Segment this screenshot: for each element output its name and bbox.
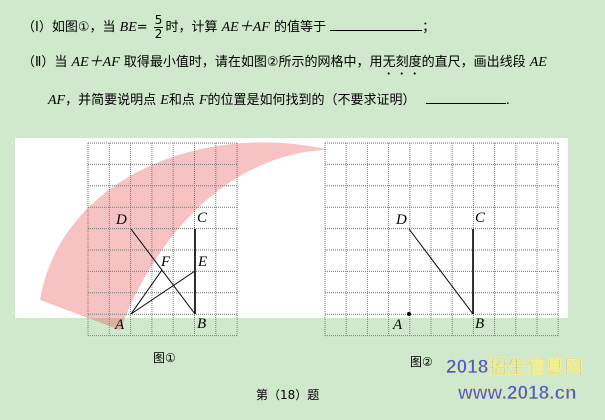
part1-end: ； xyxy=(422,20,436,35)
label-b2: B xyxy=(475,316,484,332)
part2-expr: AE＋AF xyxy=(71,55,120,70)
segment-ae xyxy=(130,270,196,315)
part2-text2: 的直尺，画出线段 xyxy=(421,55,526,70)
segment-db-2 xyxy=(408,228,474,315)
brand-logo-text: 2018招生信息网 xyxy=(446,357,584,379)
label-a2: A xyxy=(392,317,403,333)
var-be: BE xyxy=(119,20,137,35)
answer-blank-1 xyxy=(330,18,423,31)
segment-db xyxy=(130,228,196,315)
watermark-swoosh xyxy=(40,142,330,330)
frac-num: 5 xyxy=(153,13,164,28)
part1-suffix: 的值等于 xyxy=(273,20,326,35)
answer-blank-2 xyxy=(425,91,506,104)
part2-end: . xyxy=(505,93,510,108)
figure2-lines xyxy=(407,228,474,316)
label-d1: D xyxy=(115,212,127,228)
figure-board xyxy=(15,138,568,318)
point-e: E xyxy=(160,93,169,108)
point-f: F xyxy=(198,93,208,108)
caption-figure1: 图① xyxy=(153,351,176,365)
question-number: 第（18）题 xyxy=(256,388,320,402)
equals: = xyxy=(136,20,148,35)
caption-figure2: 图② xyxy=(410,355,433,369)
label-e1: E xyxy=(197,254,207,270)
frac-den: 2 xyxy=(154,27,163,41)
figure1-lines xyxy=(130,228,196,315)
point-a-dot xyxy=(407,312,411,316)
label-c2: C xyxy=(475,210,486,226)
question-part1: （Ⅰ）如图①，当 BE= 5 2 时，计算 AE＋AF 的值等于 ； xyxy=(22,14,435,41)
label-f1: F xyxy=(160,254,171,270)
grid-figure2 xyxy=(324,142,559,337)
label-b1: B xyxy=(197,316,206,332)
part2-text1: 取得最小值时，请在如图②所示的网格中，用 xyxy=(123,55,383,70)
question-part2: （Ⅱ）当 AE＋AF 取得最小值时，请在如图②所示的网格中，用无刻度的直尺，画出… xyxy=(22,51,547,78)
seg-ae: AE xyxy=(529,55,547,70)
label-c1: C xyxy=(197,210,208,226)
part2-prefix: （Ⅱ）当 xyxy=(22,55,68,70)
label-a1: A xyxy=(114,317,125,333)
question-part2-line2: AF，并简要说明点 E和点 F的位置是如何找到的（不要求证明） . xyxy=(48,89,510,109)
part1-mid: 时，计算 xyxy=(165,20,218,35)
emphasis-text: 无刻度 xyxy=(382,55,422,70)
part1-expr: AE＋AF xyxy=(221,20,270,35)
part1-prefix: （Ⅰ）如图①，当 xyxy=(22,20,116,35)
seg-af: AF xyxy=(48,93,66,108)
brand-url: www.2018.cn xyxy=(458,383,577,405)
line2-text3: 的位置是如何找到的（不要求证明） xyxy=(207,93,416,108)
label-d2: D xyxy=(395,212,407,228)
line2-text2: 和点 xyxy=(168,93,195,108)
line2-text1: ，并简要说明点 xyxy=(65,93,157,108)
segment-af xyxy=(130,269,163,315)
